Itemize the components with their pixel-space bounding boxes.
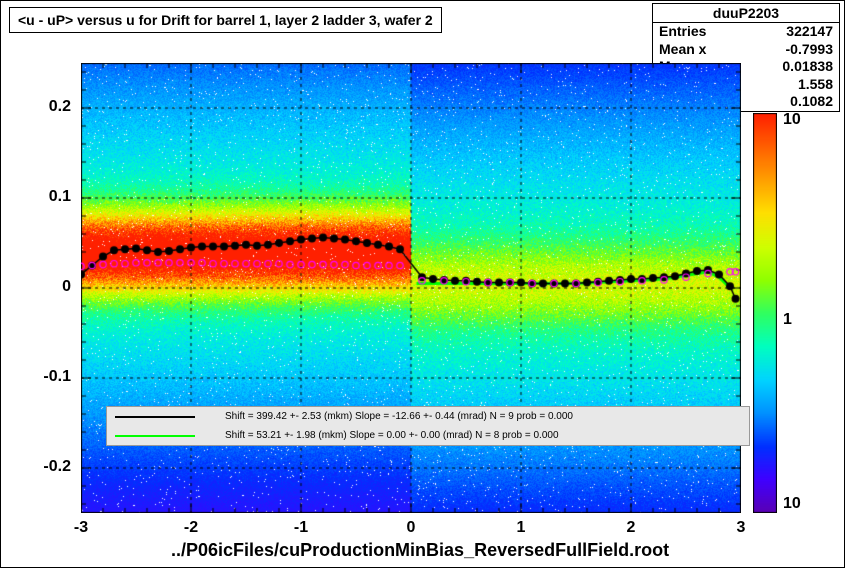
x-tick-label: 3 <box>737 519 746 537</box>
colorbar-label: 10 <box>783 495 801 513</box>
colorbar <box>753 113 777 513</box>
x-tick-label: 1 <box>517 519 526 537</box>
legend-box: Shift = 399.42 +- 2.53 (mkm) Slope = -12… <box>106 406 750 446</box>
footer-path: ../P06icFiles/cuProductionMinBias_Revers… <box>171 540 669 561</box>
x-tick-label: 0 <box>407 519 416 537</box>
chart-title: <u - uP> versus u for Drift for barrel 1… <box>9 7 442 33</box>
stats-name: duuP2203 <box>653 4 839 23</box>
x-tick-label: -3 <box>74 519 88 537</box>
y-tick-label: 0.2 <box>11 98 71 116</box>
x-tick-label: 2 <box>627 519 636 537</box>
y-tick-label: -0.2 <box>11 458 71 476</box>
stats-row: Mean x-0.7993 <box>653 41 839 59</box>
x-tick-label: -1 <box>294 519 308 537</box>
colorbar-label: 1 <box>783 311 792 329</box>
stats-row: Entries322147 <box>653 23 839 41</box>
colorbar-canvas <box>753 113 777 513</box>
y-tick-label: -0.1 <box>11 368 71 386</box>
legend-row: Shift = 53.21 +- 1.98 (mkm) Slope = 0.00… <box>107 426 749 445</box>
x-tick-label: -2 <box>184 519 198 537</box>
legend-row: Shift = 399.42 +- 2.53 (mkm) Slope = -12… <box>107 407 749 426</box>
chart-container: <u - uP> versus u for Drift for barrel 1… <box>0 0 845 568</box>
y-tick-label: 0 <box>11 278 71 296</box>
y-tick-label: 0.1 <box>11 188 71 206</box>
colorbar-label: 10 <box>783 111 801 129</box>
